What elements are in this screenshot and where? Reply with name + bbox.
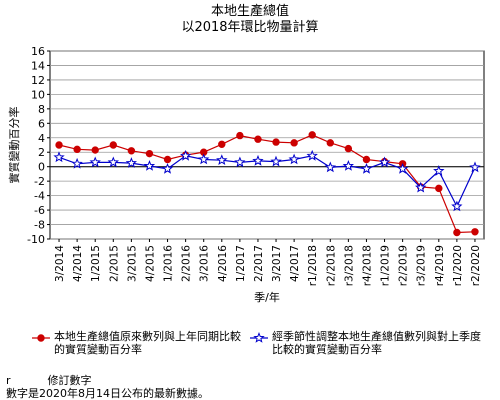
y-tick-label: 0: [38, 161, 45, 174]
y-tick-label: 12: [31, 74, 45, 87]
x-tick-label: 4/2017: [289, 245, 301, 282]
series-2-point: [216, 154, 228, 165]
x-tick-label: r1/2020: [452, 245, 464, 286]
series-2-point: [324, 161, 337, 173]
x-tick-label: 4/2016: [217, 245, 229, 282]
series-1-point: [145, 149, 154, 158]
plot-area: [49, 50, 485, 240]
series-1-point: [109, 141, 117, 149]
x-tick-label: 3/2014: [54, 245, 66, 282]
x-axis-label: 季/年: [254, 290, 280, 304]
x-tick-label: r3/2019: [416, 245, 428, 286]
legend-marker-series-2: [253, 332, 265, 343]
series-2-point: [378, 156, 391, 168]
x-tick-label: 1/2015: [90, 245, 102, 282]
series-2-point: [288, 153, 300, 165]
x-tick-label: r2/2018: [325, 245, 337, 286]
series-2-point: [234, 156, 246, 168]
y-tick-label: 16: [31, 45, 45, 58]
series-1-point: [453, 228, 461, 237]
series-1-point: [218, 140, 226, 148]
x-tick-label: r2/2019: [398, 245, 410, 286]
x-tick-label: 4/2015: [144, 245, 156, 282]
x-tick-label: r4/2018: [361, 245, 373, 286]
series-2-point: [469, 161, 481, 173]
x-tick-label: 2/2016: [181, 245, 193, 282]
x-tick-label: r3/2018: [343, 245, 355, 286]
series-1-point: [55, 141, 63, 149]
x-tick-label: 1/2016: [163, 245, 175, 282]
y-tick-label: -2: [34, 175, 45, 188]
x-tick-label: 4/2014: [72, 245, 84, 282]
series-2-point: [252, 154, 264, 166]
y-tick-label: -4: [34, 190, 45, 203]
series-1-point: [73, 145, 81, 154]
y-tick-label: 14: [31, 59, 45, 72]
series-2-point: [451, 200, 463, 212]
y-tick-label: 8: [38, 103, 45, 116]
series-1-point: [91, 146, 99, 154]
x-tick-label: 2/2017: [253, 245, 265, 282]
series-2-point: [161, 162, 174, 174]
series-2-point: [270, 155, 282, 167]
y-tick-label: -10: [27, 233, 45, 246]
x-tick-label: r1/2018: [307, 245, 319, 286]
y-tick-label: 10: [31, 88, 45, 101]
series-2-point: [71, 157, 83, 169]
series-2-point: [342, 160, 354, 171]
x-tick-label: r1/2019: [380, 245, 392, 286]
series-2-point: [53, 151, 65, 163]
legend-label-series-1: 本地生產總值原來數列與上年同期比較的實質變動百分率: [54, 330, 241, 356]
y-tick-label: -8: [34, 219, 45, 232]
series-1-point: [272, 138, 280, 146]
y-tick-label: 4: [38, 132, 45, 145]
series-2-point: [125, 157, 137, 168]
series-1-point: [344, 144, 353, 153]
series-1-point: [435, 184, 443, 193]
x-tick-label: r4/2019: [434, 245, 446, 286]
series-2-point: [89, 156, 101, 168]
revised-mark: r: [6, 374, 11, 387]
x-tick-label: 1/2017: [235, 245, 247, 282]
revised-label: 修訂數字: [47, 374, 92, 387]
release-note: 數字是2020年8月14日公布的最新數據。: [6, 387, 209, 400]
x-tick-label: r2/2020: [470, 245, 482, 286]
series-1-point: [236, 131, 244, 140]
revised-note: r 修訂數字: [6, 374, 92, 387]
legend-marker-series-1: [37, 334, 45, 342]
series-1-point: [127, 147, 136, 155]
series-1-point: [326, 139, 334, 147]
series-1-point: [290, 139, 298, 147]
chart-subtitle: 以2018年環比物量計算: [181, 20, 319, 35]
x-tick-label: 3/2017: [271, 245, 283, 282]
chart-title: 本地生產總值: [210, 4, 289, 19]
series-2-point: [397, 162, 409, 174]
series-2-point: [433, 165, 445, 176]
series-2-point: [415, 181, 427, 193]
y-axis-label: 實質變動百分率: [7, 107, 21, 184]
y-tick-label: 2: [38, 146, 45, 159]
series-2-point: [180, 149, 192, 161]
y-tick-label: 6: [38, 117, 45, 130]
series-2-point: [360, 162, 373, 174]
series-1-point: [163, 155, 172, 164]
series-1-point: [254, 135, 262, 143]
series-1-point: [362, 155, 371, 164]
series-1-point: [471, 228, 479, 236]
x-tick-label: 3/2016: [199, 245, 211, 282]
series-2-point: [107, 156, 119, 168]
x-tick-label: 3/2015: [126, 245, 138, 282]
y-tick-label: -6: [34, 204, 45, 217]
x-tick-label: 2/2015: [108, 245, 120, 282]
series-2-point: [306, 149, 318, 161]
series-2-point: [198, 153, 210, 165]
legend-label-series-2: 經季節性調整本地生產總值數列與對上季度比較的實質變動百分率: [272, 330, 481, 356]
series-2-point: [143, 160, 156, 171]
series-1-point: [308, 131, 316, 139]
